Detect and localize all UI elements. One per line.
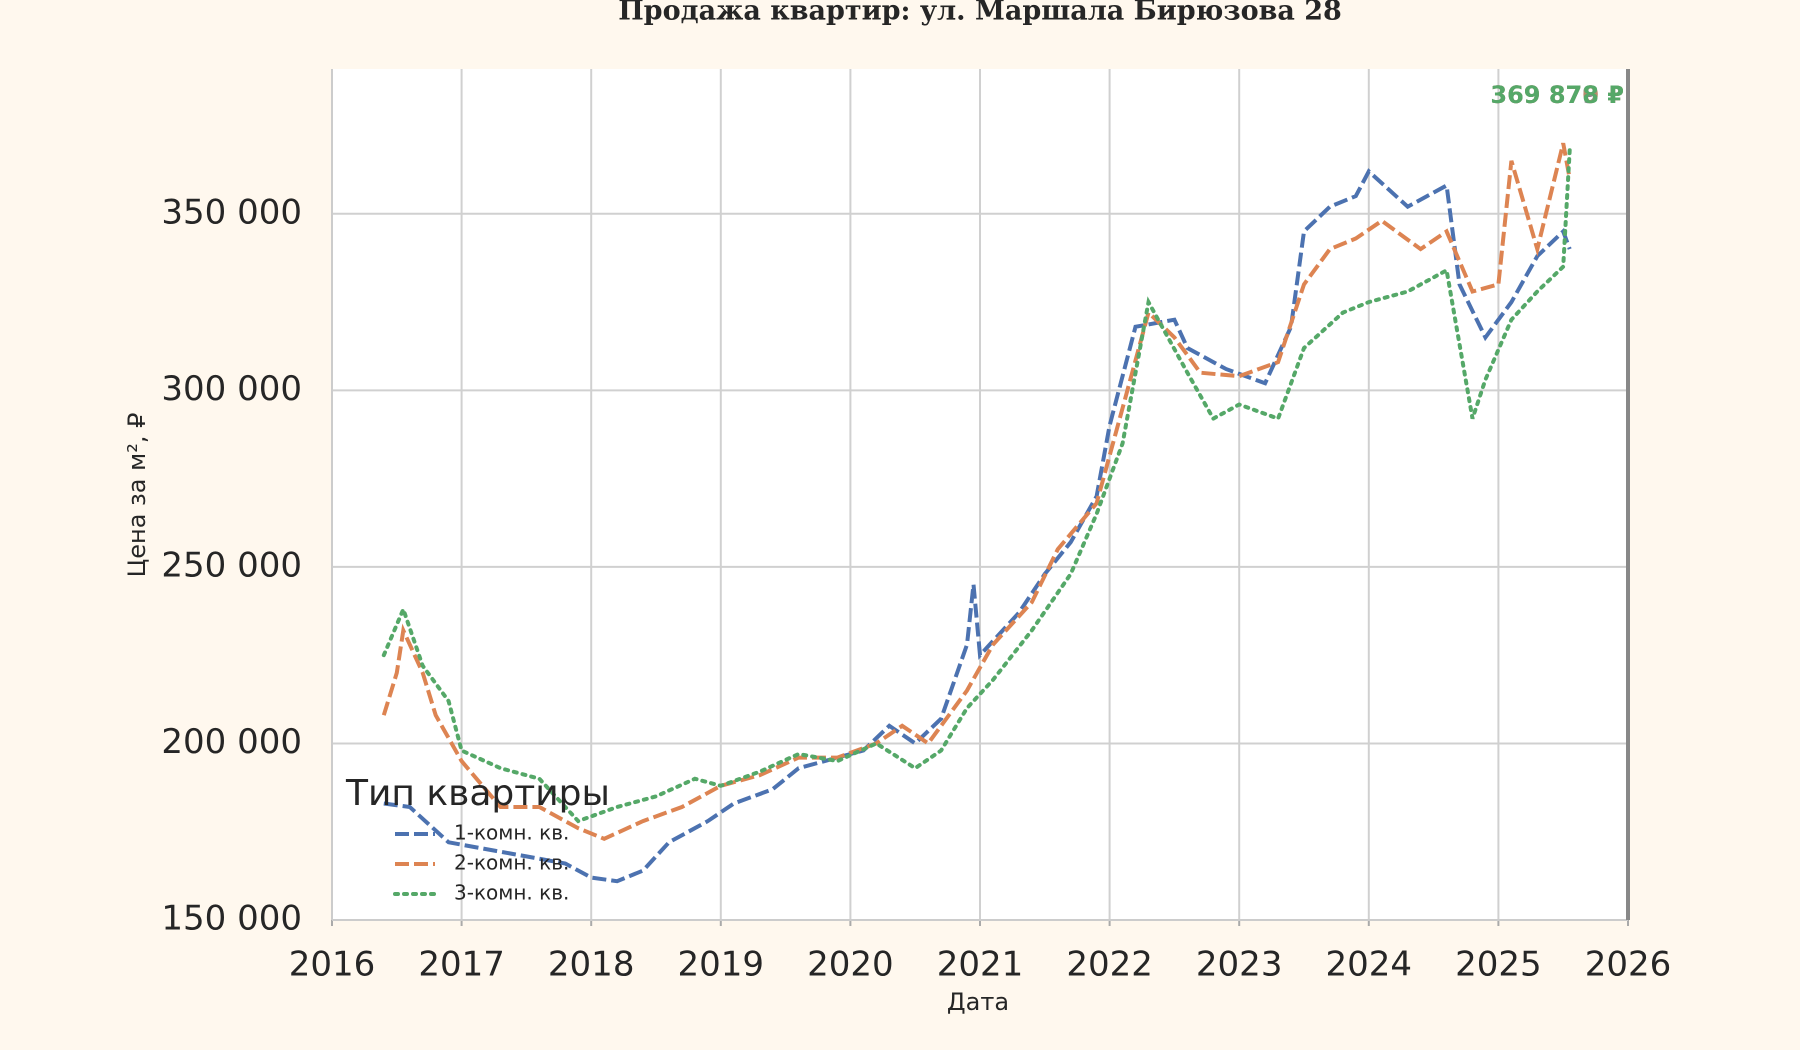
legend: Тип квартиры 1-комн. кв. 2-комн. кв. 3-комн… (345, 773, 610, 905)
x-tick-label: 2021 (937, 945, 1024, 985)
annotation: 369 878 ₽ (1490, 81, 1624, 109)
legend-title: Тип квартиры (345, 773, 610, 814)
x-tick-label: 2024 (1326, 945, 1413, 985)
series-line (381, 142, 1572, 841)
legend-label: 3-комн. кв. (454, 881, 569, 905)
y-tick-label: 350 000 (161, 192, 302, 232)
y-tick-label: 250 000 (161, 545, 302, 585)
x-tick-label: 2018 (548, 945, 635, 985)
grid (331, 69, 1629, 926)
series-line (383, 168, 1572, 884)
x-tick-label: 2017 (418, 945, 505, 985)
lines (381, 142, 1572, 884)
annotation: 369 870 ₽ (1490, 81, 1624, 109)
legend-label: 2-комн. кв. (454, 851, 569, 875)
x-axis-label: Дата (947, 988, 1009, 1016)
x-tick-label: 2026 (1585, 945, 1672, 985)
x-tick-label: 2016 (289, 945, 376, 985)
x-tick-label: 2022 (1066, 945, 1153, 985)
x-tick-label: 2019 (678, 945, 765, 985)
annotations: 369 879 ₽369 870 ₽369 878 ₽ (1490, 81, 1624, 109)
y-tick-label: 200 000 (161, 722, 302, 762)
x-tick-label: 2025 (1455, 945, 1542, 985)
series-line (381, 148, 1572, 824)
y-tick-label: 300 000 (161, 369, 302, 409)
chart-title: Продажа квартир: ул. Маршала Бирюзова 28 (618, 0, 1342, 27)
legend-label: 1-комн. кв. (454, 821, 569, 845)
x-tick-label: 2020 (807, 945, 894, 985)
x-tick-label: 2023 (1196, 945, 1283, 985)
annotation: 369 879 ₽ (1490, 81, 1624, 109)
y-axis-label: Цена за м², ₽ (123, 413, 151, 578)
y-tick-label: 150 000 (161, 899, 302, 939)
